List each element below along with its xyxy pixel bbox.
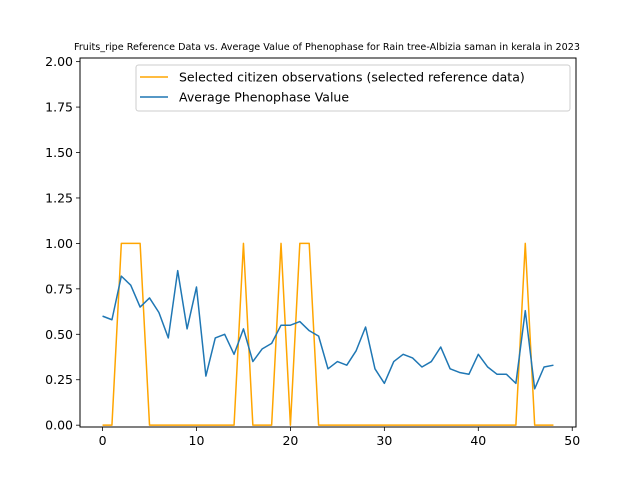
y-tick-label: 1.75 (45, 100, 73, 115)
y-tick-label: 0.00 (45, 418, 73, 433)
y-tick-label: 1.50 (45, 145, 73, 160)
x-tick-label: 40 (470, 433, 486, 448)
y-axis: 0.00 0.25 0.50 0.75 1.00 1.25 1.50 1.75 2.00 (45, 54, 80, 433)
y-tick-label: 1.25 (45, 190, 73, 205)
y-tick-label: 1.00 (45, 236, 73, 251)
y-tick-label: 0.50 (45, 327, 73, 342)
x-tick-label: 50 (564, 433, 580, 448)
legend-box (135, 64, 571, 112)
x-tick-label: 30 (376, 433, 392, 448)
x-tick-label: 20 (282, 433, 298, 448)
plot-area (102, 242, 554, 426)
series-line-2 (102, 269, 554, 390)
y-tick-label: 2.00 (45, 54, 73, 69)
y-tick-label: 0.75 (45, 281, 73, 296)
x-tick-label: 10 (189, 433, 205, 448)
y-tick-label: 0.25 (45, 372, 73, 387)
x-tick-label: 0 (99, 433, 107, 448)
legend-label: Selected citizen observations (selected … (179, 70, 525, 85)
x-axis: 0 10 20 30 40 50 (99, 427, 580, 448)
legend: Selected citizen observations (selected … (135, 64, 571, 112)
chart-title: Fruits_ripe Reference Data vs. Average V… (74, 42, 580, 53)
series-line-1 (102, 242, 554, 426)
plot-frame (79, 57, 577, 428)
legend-label: Average Phenophase Value (179, 90, 349, 105)
